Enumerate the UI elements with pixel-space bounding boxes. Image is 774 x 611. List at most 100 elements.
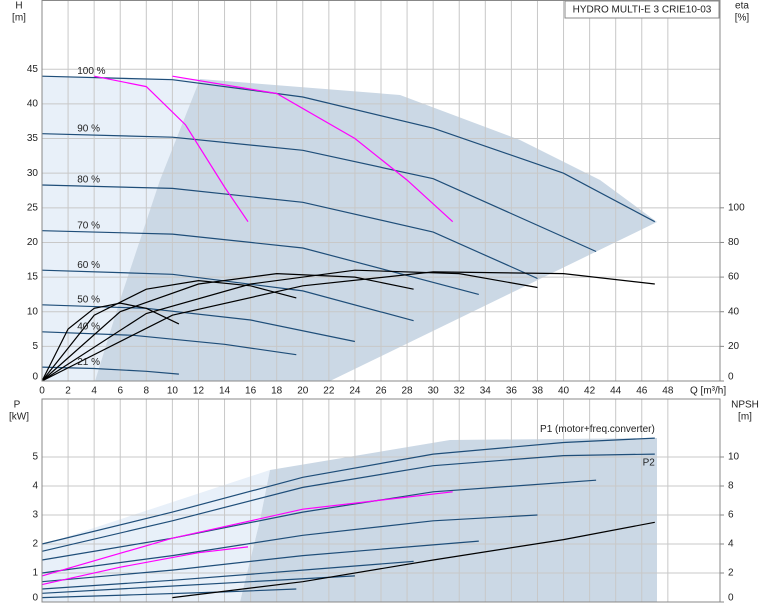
curve bbox=[94, 75, 249, 223]
y2-tick-label: 100 bbox=[728, 202, 745, 213]
y-tick-label: 4 bbox=[32, 481, 38, 492]
curve bbox=[172, 75, 454, 223]
y2-tick-label: 0 bbox=[728, 593, 734, 604]
y-tick-label: 40 bbox=[27, 99, 39, 110]
curve bbox=[41, 491, 453, 577]
y-tick-label: 0 bbox=[32, 372, 38, 383]
y-tick-label: 0 bbox=[32, 593, 38, 604]
grid-layer bbox=[41, 0, 720, 603]
x-tick-label: 18 bbox=[271, 386, 283, 397]
curve bbox=[172, 521, 655, 599]
x-tick-label: 2 bbox=[65, 386, 71, 397]
frame bbox=[41, 0, 721, 382]
y-tick-label: 35 bbox=[27, 133, 39, 144]
y2-tick-label: 8 bbox=[728, 481, 734, 492]
line-layer bbox=[41, 75, 656, 599]
x-tick-label: 4 bbox=[91, 386, 97, 397]
y-tick-label: 45 bbox=[27, 64, 39, 75]
x-tick-label: 24 bbox=[349, 386, 361, 397]
x-tick-label: 22 bbox=[323, 386, 335, 397]
curve-label: 21 % bbox=[77, 357, 100, 368]
y2-axis-unit: [m] bbox=[738, 412, 752, 423]
curve bbox=[41, 546, 249, 586]
curve bbox=[41, 588, 297, 599]
curve bbox=[41, 271, 655, 382]
y2-tick-label: 10 bbox=[728, 452, 740, 463]
y2-tick-label: 0 bbox=[728, 372, 734, 383]
curve-label: 60 % bbox=[77, 260, 100, 271]
y-axis-unit: [kW] bbox=[9, 412, 29, 423]
x-tick-label: 16 bbox=[245, 386, 257, 397]
y-tick-label: 10 bbox=[27, 306, 39, 317]
y2-axis-label: eta bbox=[735, 1, 749, 12]
y-tick-label: 2 bbox=[32, 539, 38, 550]
curve bbox=[41, 133, 597, 253]
curve bbox=[41, 437, 655, 545]
y2-tick-label: 2 bbox=[728, 568, 734, 579]
x-tick-label: 30 bbox=[428, 386, 440, 397]
curve-label: 40 % bbox=[77, 321, 100, 332]
curve bbox=[41, 540, 479, 583]
curve-label: 100 % bbox=[77, 66, 105, 77]
curve bbox=[41, 331, 297, 356]
x-tick-label: 32 bbox=[454, 386, 466, 397]
curve bbox=[41, 514, 538, 574]
curve bbox=[41, 269, 538, 382]
x-tick-label: 38 bbox=[532, 386, 544, 397]
legend-entry: P2 bbox=[643, 458, 656, 469]
y-tick-label: 20 bbox=[27, 237, 39, 248]
curve bbox=[41, 272, 414, 382]
x-tick-label: 10 bbox=[167, 386, 179, 397]
y2-tick-label: 6 bbox=[728, 510, 734, 521]
y-tick-label: 15 bbox=[27, 272, 39, 283]
y-tick-label: 25 bbox=[27, 202, 39, 213]
y-tick-label: 1 bbox=[32, 568, 38, 579]
x-tick-label: 36 bbox=[506, 386, 518, 397]
x-axis-label: Q [m³/h] bbox=[690, 386, 726, 397]
x-tick-label: 42 bbox=[584, 386, 596, 397]
plot-layer bbox=[41, 0, 720, 603]
x-tick-label: 26 bbox=[375, 386, 387, 397]
y2-axis-label: NPSH bbox=[731, 400, 759, 411]
y2-tick-label: 4 bbox=[728, 539, 734, 550]
area-light bbox=[42, 76, 200, 381]
curve bbox=[41, 184, 538, 280]
y2-axis-unit: [%] bbox=[735, 13, 750, 24]
x-tick-label: 44 bbox=[610, 386, 622, 397]
x-tick-label: 6 bbox=[117, 386, 123, 397]
x-tick-label: 40 bbox=[558, 386, 570, 397]
curve-label: 50 % bbox=[77, 294, 100, 305]
curve-label: 90 % bbox=[77, 123, 100, 134]
y-tick-label: 5 bbox=[32, 341, 38, 352]
x-tick-label: 46 bbox=[636, 386, 648, 397]
x-tick-label: 8 bbox=[144, 386, 150, 397]
x-tick-label: 20 bbox=[297, 386, 309, 397]
chart-title: HYDRO MULTI-E 3 CRIE10-03 bbox=[573, 5, 712, 16]
y-tick-label: 5 bbox=[32, 452, 38, 463]
curve bbox=[41, 269, 414, 322]
curve-label: 70 % bbox=[77, 220, 100, 231]
y-axis-label: P bbox=[14, 400, 21, 411]
curve bbox=[41, 479, 597, 561]
x-tick-label: 28 bbox=[402, 386, 414, 397]
x-tick-label: 12 bbox=[193, 386, 205, 397]
curve bbox=[41, 560, 414, 590]
curve bbox=[41, 279, 297, 382]
legend-entry: P1 (motor+freq.converter) bbox=[540, 424, 655, 435]
curve bbox=[41, 575, 355, 594]
area-light bbox=[42, 470, 270, 602]
x-tick-label: 14 bbox=[219, 386, 231, 397]
frame bbox=[41, 398, 721, 603]
curve bbox=[41, 75, 656, 223]
title-box bbox=[564, 0, 720, 19]
y-tick-label: 30 bbox=[27, 168, 39, 179]
curve bbox=[41, 304, 356, 343]
area-dark bbox=[95, 79, 657, 381]
curve bbox=[41, 302, 180, 382]
y2-tick-label: 20 bbox=[728, 341, 740, 352]
x-tick-label: 0 bbox=[39, 386, 45, 397]
y2-tick-label: 80 bbox=[728, 237, 740, 248]
y-tick-label: 3 bbox=[32, 510, 38, 521]
y-axis-unit: [m] bbox=[12, 13, 26, 24]
